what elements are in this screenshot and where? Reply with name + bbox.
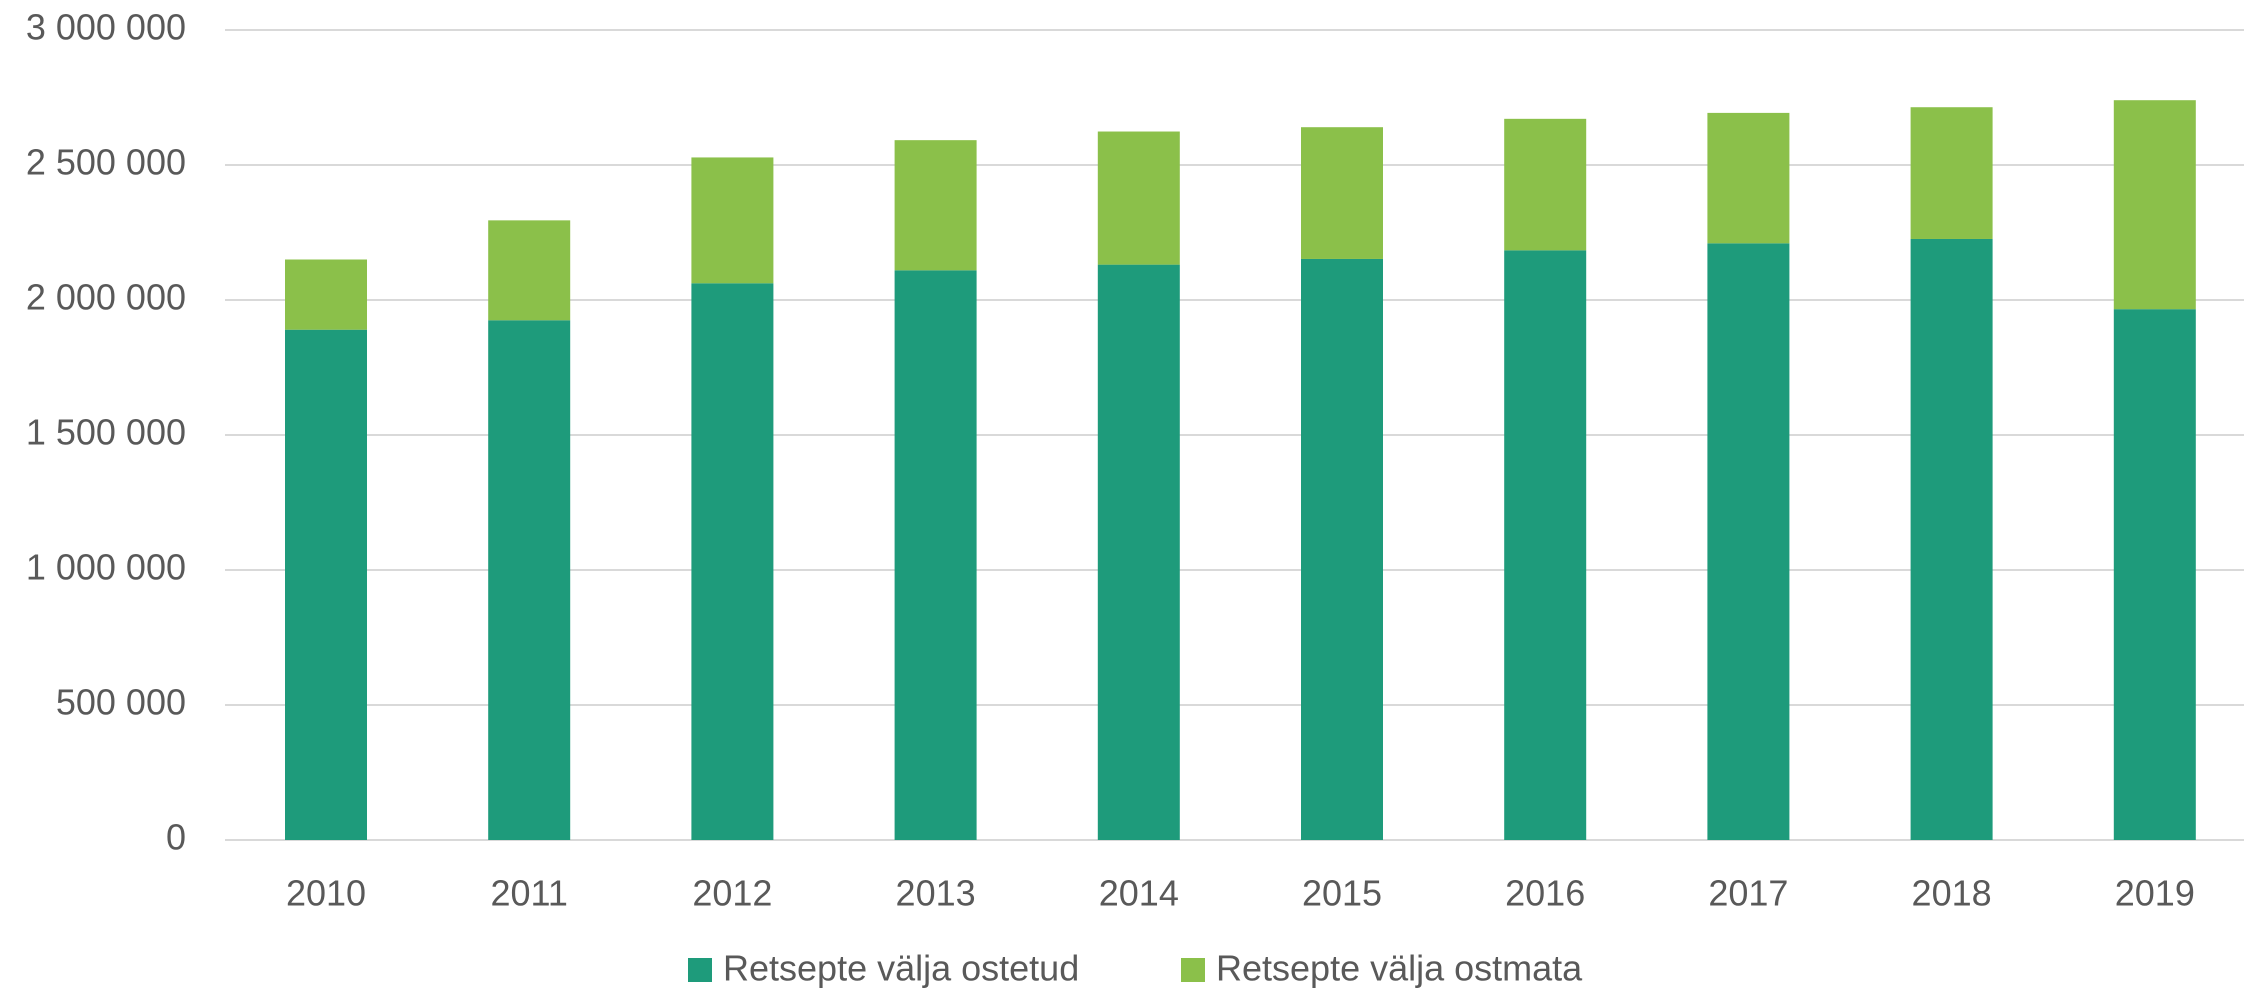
bar-segment <box>285 329 367 840</box>
x-tick-label: 2015 <box>1302 873 1382 914</box>
legend-swatch <box>688 958 712 982</box>
y-tick-label: 0 <box>166 817 186 858</box>
x-tick-label: 2013 <box>896 873 976 914</box>
bar-segment <box>2113 100 2196 310</box>
bar-segment <box>488 320 571 840</box>
x-tick-label: 2010 <box>286 873 366 914</box>
y-tick-label: 3 000 000 <box>26 7 186 48</box>
bar-segment <box>1910 238 1993 841</box>
bar-segment <box>1097 131 1180 265</box>
bar-segment <box>1707 243 1790 841</box>
x-tick-label: 2011 <box>490 873 567 914</box>
bar-segment <box>894 140 977 271</box>
bar-segment <box>488 220 571 321</box>
x-tick-label: 2012 <box>692 873 772 914</box>
y-tick-label: 500 000 <box>56 682 186 723</box>
bar-segment <box>1504 250 1587 840</box>
x-tick-label: 2019 <box>2115 873 2195 914</box>
x-tick-label: 2018 <box>1912 873 1992 914</box>
bar-segment <box>691 283 774 840</box>
bar-segment <box>1097 264 1180 840</box>
y-tick-label: 1 000 000 <box>26 547 186 588</box>
bar-segment <box>2113 309 2196 840</box>
legend-label: Retsepte välja ostmata <box>1216 948 1583 989</box>
bar-segment <box>285 259 367 330</box>
x-tick-label: 2014 <box>1099 873 1179 914</box>
legend-label: Retsepte välja ostetud <box>723 948 1079 989</box>
bar-segment <box>1504 118 1587 251</box>
bar-segment <box>1910 107 1993 239</box>
bar-segment <box>1707 112 1790 244</box>
bar-segment <box>894 270 977 840</box>
bar-segment <box>691 157 774 284</box>
legend-swatch <box>1181 958 1205 982</box>
y-tick-label: 2 500 000 <box>26 142 186 183</box>
y-tick-label: 1 500 000 <box>26 412 186 453</box>
bar-segment <box>1301 258 1383 841</box>
y-tick-label: 2 000 000 <box>26 277 186 318</box>
x-tick-label: 2017 <box>1708 873 1788 914</box>
bar-segment <box>1301 127 1383 259</box>
x-tick-label: 2016 <box>1505 873 1585 914</box>
